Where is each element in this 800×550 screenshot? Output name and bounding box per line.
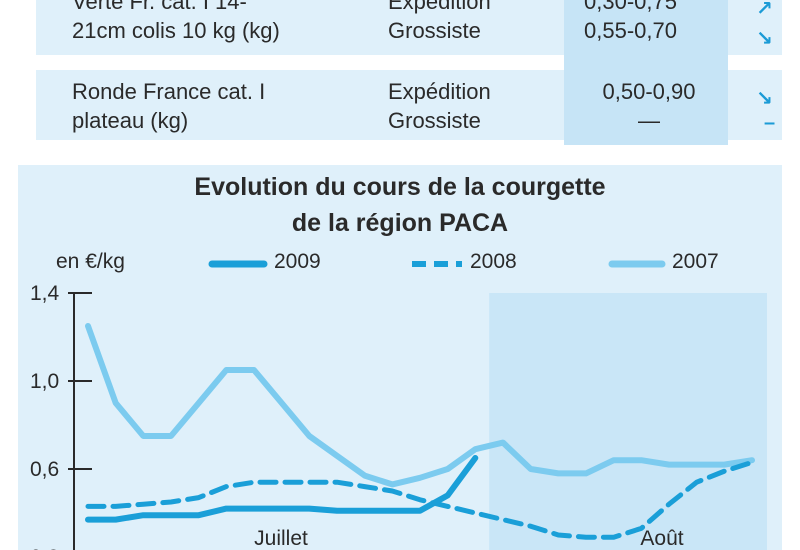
chart-title: Evolution du cours de la courgette	[194, 173, 606, 201]
trend-down-icon: ↘	[756, 88, 773, 110]
y-tick-label: 0,6	[30, 458, 59, 481]
stage-labels: Expédition Grossiste	[388, 79, 491, 133]
y-tick-label: 1,4	[30, 282, 60, 305]
y-axis-unit: en €/kg	[56, 250, 125, 273]
trend-down-icon: ↘	[756, 28, 773, 50]
y-tick-label: 1,0	[30, 370, 59, 393]
price-column	[564, 0, 728, 145]
stage-labels: Expédition Grossiste	[388, 0, 491, 43]
period-band-aout	[489, 293, 767, 550]
trend-up-icon: ↗	[756, 0, 773, 20]
series-line-2009	[85, 455, 479, 523]
trend-flat-icon: –	[764, 112, 776, 134]
price-values: 0,50-0,90 —	[602, 79, 696, 133]
price-table: Verte Fr. cat. I 14- 21cm colis 10 kg (k…	[18, 0, 782, 145]
chart-subtitle: de la région PACA	[291, 209, 509, 237]
price-values: 0,30-0,75 0,55-0,70	[584, 0, 677, 43]
legend-label-2009: 2009	[274, 250, 321, 273]
x-period-label: Juillet	[254, 527, 308, 550]
legend-label-2007: 2007	[672, 250, 719, 273]
y-tick-label: 0,2	[30, 546, 59, 550]
legend-label-2008: 2008	[470, 250, 517, 273]
x-period-label: Août	[640, 527, 683, 550]
product-name: Verte Fr. cat. I 14- 21cm colis 10 kg (k…	[72, 0, 280, 43]
product-name: Ronde France cat. I plateau (kg)	[72, 79, 266, 133]
